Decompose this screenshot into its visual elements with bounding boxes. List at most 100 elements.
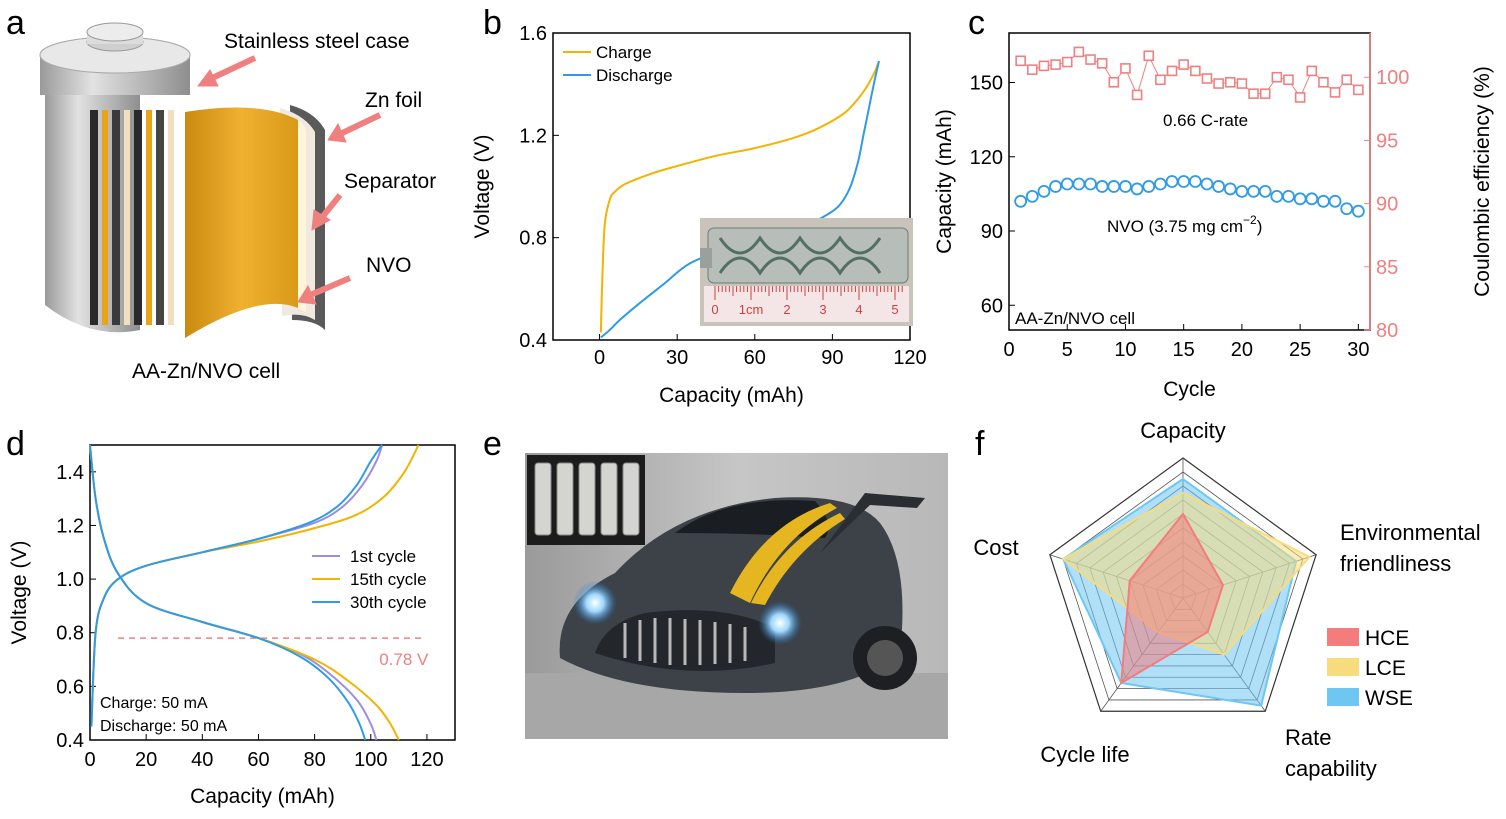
toy-car-photo (525, 453, 948, 739)
capacity-point (1270, 189, 1284, 203)
y-tick-label: 1.0 (56, 569, 84, 591)
x-tick-label: 30 (1347, 339, 1369, 361)
x-tick-label: 5 (1062, 339, 1073, 361)
ce-point (1108, 76, 1120, 88)
x-tick-label: 40 (191, 749, 213, 771)
ce-point (1061, 56, 1073, 68)
legend-label: 30th cycle (350, 593, 427, 612)
label-stainless-steel-case: Stainless steel case (224, 30, 410, 53)
x-tick-label: 30 (666, 347, 688, 369)
capacity-point (1328, 194, 1342, 208)
ce-point (1318, 76, 1329, 88)
legend-label: HCE (1365, 627, 1409, 650)
capacity-point (1130, 182, 1144, 196)
plot-frame (552, 32, 911, 341)
y-tick-label: 1.2 (519, 125, 547, 147)
discharge-condition: Discharge: 50 mA (100, 718, 227, 735)
capacity-point (1095, 180, 1109, 193)
capacity-point (1025, 189, 1039, 203)
electrode-layers (90, 110, 174, 325)
ruler-label: 4 (855, 302, 862, 317)
radar-axis-label: Capacity (1140, 418, 1226, 443)
x-tick-label: 20 (135, 749, 157, 771)
capacity-point (1305, 192, 1319, 206)
capacity-point (1072, 177, 1086, 191)
capacity-point (1188, 175, 1202, 188)
y-tick-label: 1.6 (519, 23, 547, 45)
ce-point (1178, 59, 1189, 70)
legend-label: Charge (596, 43, 652, 62)
y-tick-label: 150 (970, 73, 1003, 95)
car-body (559, 493, 925, 693)
y2-tick-label: 95 (1376, 130, 1398, 152)
capacity-point (1317, 194, 1330, 208)
ce-point (1050, 59, 1061, 70)
ce-point (1190, 65, 1201, 77)
capacity-point (1258, 184, 1272, 198)
x-tick-label: 100 (354, 749, 387, 771)
y-axis-label: Capacity (mAh) (933, 109, 956, 254)
y2-tick-label: 85 (1376, 257, 1398, 279)
radar-area-hce (1120, 512, 1225, 685)
x-tick-label: 10 (1114, 339, 1136, 361)
ce-point (1085, 54, 1096, 65)
x-tick-label: 90 (821, 347, 843, 369)
capacity-point (1142, 180, 1156, 193)
ce-point (1283, 74, 1294, 86)
x-tick-label: 20 (1231, 339, 1253, 361)
ce-point (1201, 73, 1213, 84)
label-arrows (197, 55, 382, 305)
x-tick-label: 80 (303, 749, 325, 771)
cell-caption: AA-Zn/NVO cell (132, 360, 281, 383)
inset-cell-photo: 0 1cm 2 3 4 5 (700, 218, 913, 326)
capacity-point (1212, 180, 1226, 193)
capacity-point (1200, 177, 1214, 191)
y-tick-label: 0.4 (519, 330, 547, 352)
radar-axis-label: friendliness (1340, 551, 1451, 576)
ce-point (1341, 74, 1353, 86)
ce-point (1120, 63, 1131, 74)
ce-point (1131, 89, 1143, 101)
y-tick-label: 120 (970, 147, 1003, 169)
x-tick-label: 0 (84, 749, 95, 771)
y-tick-label: 1.2 (56, 515, 84, 537)
capacity-point (1223, 182, 1237, 196)
y-tick-label: 0.8 (519, 228, 547, 250)
charge-condition: Charge: 50 mA (100, 695, 208, 712)
ruler-label: 0 (711, 302, 718, 317)
legend-label: 15th cycle (350, 570, 427, 589)
chart-d-cycle-profiles: 0 20 40 60 80 100 120 0.4 0.6 0.8 1.0 1.2 1.4 Capacit… (8, 444, 456, 808)
ruler-label: 3 (819, 302, 826, 317)
y-axis-label: Voltage (V) (8, 541, 31, 645)
capacity-point (1165, 175, 1179, 188)
y-tick-label: 1.4 (56, 462, 84, 484)
capacity-point (1177, 175, 1191, 188)
ce-point (1073, 46, 1085, 58)
y2-axis-label: Coulombic efficiency (%) (1471, 66, 1494, 297)
capacity-point (1282, 189, 1295, 203)
panel-letter-f: f (975, 425, 985, 463)
ce-point (1026, 64, 1038, 75)
legend-swatch (1327, 628, 1359, 646)
ruler-label: 1cm (739, 302, 764, 317)
chart-c-cycling: 0 5 10 15 20 25 30 60 90 120 150 80 85 90 95 100 Cycle Ca… (933, 32, 1494, 401)
mass-annotation: NVO (3.75 mg cm−2) (1107, 213, 1262, 236)
nvo-cathode (185, 107, 298, 338)
label-nvo: NVO (366, 254, 412, 277)
capacity-point (1014, 194, 1028, 208)
panel-letter-a: a (6, 4, 25, 42)
ce-point (1166, 65, 1178, 77)
capacity-point (1340, 202, 1354, 216)
legend-label: WSE (1365, 687, 1413, 710)
radar-axis-label: capability (1285, 756, 1377, 781)
legend-label: Discharge (596, 66, 673, 85)
panel-letter-b: b (483, 4, 502, 42)
label-zn-foil: Zn foil (365, 89, 423, 112)
legend-label: 1st cycle (350, 547, 416, 566)
capacity-point (1119, 180, 1132, 193)
y-tick-label: 0.8 (56, 623, 84, 645)
ce-point (1236, 78, 1248, 89)
series-charge (599, 60, 880, 333)
chart-f-radar: Capacity Environmental friendliness Rate cap… (973, 418, 1480, 781)
radar-axis-label: Rate (1285, 725, 1331, 750)
